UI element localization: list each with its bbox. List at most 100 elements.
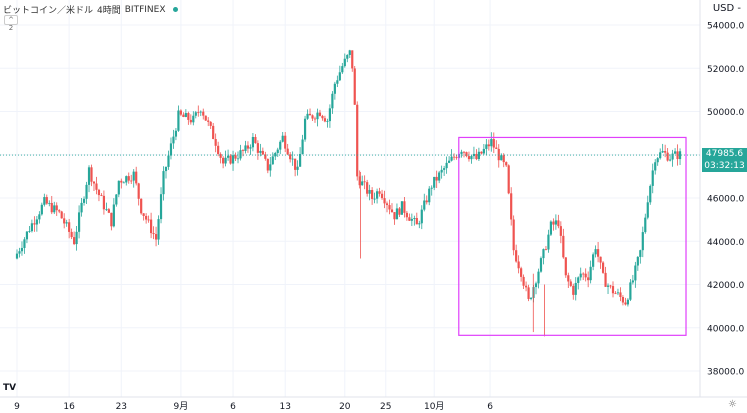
candle [174, 127, 178, 141]
candle [30, 219, 33, 233]
candle [70, 228, 73, 240]
candle [23, 237, 26, 254]
candle [651, 163, 654, 194]
candle [289, 152, 292, 163]
interval-label[interactable]: 4時間 [97, 6, 121, 16]
candle [323, 115, 327, 123]
candle [440, 165, 443, 179]
candle [60, 210, 63, 219]
candle [579, 267, 582, 281]
candle [547, 229, 550, 253]
symbol-name[interactable]: ビットコイン／米ドル [3, 6, 94, 16]
price-tick-label: 50000.0 [707, 108, 744, 118]
candle [341, 62, 344, 74]
candle [291, 151, 294, 166]
candle [150, 212, 153, 239]
candle [130, 174, 133, 185]
time-tick-label: 10月 [424, 401, 444, 412]
candle [371, 187, 374, 205]
candle [351, 50, 354, 72]
candle [122, 181, 125, 184]
candle [15, 249, 19, 260]
candle [112, 198, 115, 228]
collapse-indicators-button[interactable]: ^ 2 [4, 15, 18, 32]
candle [398, 207, 401, 217]
candle [217, 141, 220, 157]
candle [48, 200, 51, 207]
candle [147, 215, 150, 223]
candle [564, 257, 567, 278]
candle [517, 255, 520, 274]
highlight-rectangle[interactable] [458, 136, 687, 336]
candle [673, 148, 677, 155]
candle [604, 266, 607, 288]
candle [18, 247, 21, 258]
candle [507, 164, 510, 195]
candle [390, 203, 394, 213]
price-axis[interactable]: 54000.052000.050000.048000.046000.044000… [707, 22, 744, 378]
candle [462, 151, 466, 158]
time-tick-label: 25 [380, 402, 391, 412]
candle [251, 132, 255, 152]
candle [68, 218, 71, 239]
candle [502, 153, 505, 168]
candle [82, 196, 86, 206]
candle [654, 159, 657, 175]
time-axis[interactable]: 9 16 23 9月 6 13 20 25 10月 6 [14, 401, 493, 412]
candle [269, 156, 272, 177]
candle [343, 53, 346, 68]
gear-icon[interactable]: ☼ [728, 399, 737, 410]
candle [154, 226, 158, 247]
price-tick-label: 40000.0 [707, 324, 744, 334]
candle [55, 202, 58, 216]
candle [209, 121, 212, 129]
candle [189, 114, 192, 125]
candle [465, 151, 468, 158]
candle [167, 150, 170, 170]
candle [497, 144, 500, 168]
candle [279, 140, 282, 155]
chart-overlay [0, 136, 700, 336]
candle [592, 252, 595, 271]
symbol-header[interactable]: ビットコイン／米ドル 4時間 BITFINEX [3, 3, 178, 16]
candle [634, 261, 637, 288]
tradingview-logo[interactable]: TV [3, 383, 17, 393]
currency-unit[interactable]: USD - [712, 3, 741, 14]
candle [574, 277, 577, 301]
price-tick-label: 42000.0 [707, 281, 744, 291]
candle [621, 295, 625, 306]
candle [207, 117, 210, 127]
candle [212, 122, 215, 140]
candle [656, 157, 659, 166]
candle [614, 291, 617, 295]
candle [199, 110, 202, 117]
candle [331, 91, 334, 114]
candle [177, 105, 180, 132]
candle [179, 109, 182, 117]
candle [403, 196, 406, 218]
candle [264, 151, 267, 161]
candle [380, 189, 384, 200]
candle [356, 101, 359, 181]
candle [303, 115, 307, 142]
candle [385, 201, 389, 213]
market-status-icon [172, 7, 178, 12]
candle [127, 172, 130, 184]
candle [197, 105, 200, 117]
candle [214, 133, 217, 153]
candle [336, 75, 339, 88]
candle [569, 279, 572, 288]
candle [490, 132, 493, 152]
candle [159, 187, 163, 224]
candle [669, 154, 672, 162]
candle [529, 297, 533, 301]
candle [472, 146, 476, 160]
candle [246, 141, 250, 153]
candle [661, 143, 664, 154]
candle [274, 151, 277, 161]
candle [20, 241, 24, 256]
candle [624, 297, 627, 306]
candle [393, 211, 396, 225]
candle [616, 288, 620, 296]
